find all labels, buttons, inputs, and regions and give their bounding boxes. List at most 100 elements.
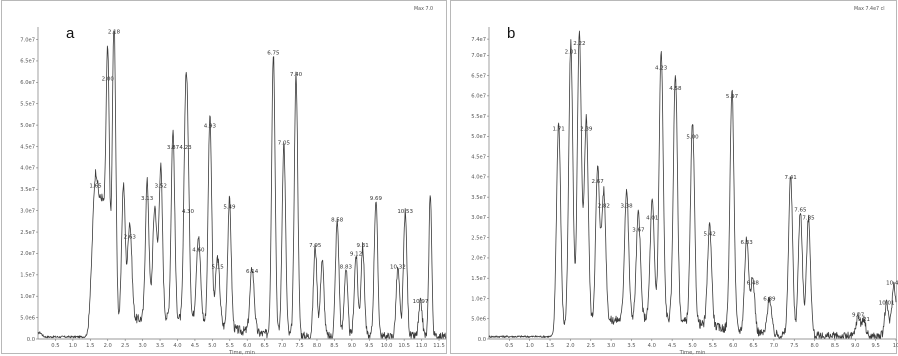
peak-label: 9.21 [858, 317, 870, 323]
peak-label: 2.63 [124, 235, 137, 241]
max-intensity-label: Max 7.0 [414, 6, 433, 12]
peak-label: 5.97 [726, 94, 739, 100]
x-tick-label: 7.0 [278, 343, 286, 349]
x-tick-label: 2.5 [121, 343, 129, 349]
x-tick-label: 8.0 [810, 343, 818, 349]
x-tick-label: 3.0 [138, 343, 146, 349]
chromatogram-panel-a: a Max 7.0 0.0 5.0e6 1.0e7 1.5e7 2.0e7 2.5e7 3.0e… [1, 0, 447, 356]
x-tick-label: 9.0 [348, 343, 356, 349]
y-tick-label: 5.0e7 [20, 123, 35, 129]
x-tick-label: 6.0 [243, 343, 251, 349]
x-tick-label: 1.5 [86, 343, 94, 349]
y-tick-label: 6.0e7 [471, 94, 486, 100]
x-tick-label: 4.5 [668, 343, 676, 349]
peak-label: 9.12 [350, 252, 362, 258]
peak-label: 6.75 [267, 51, 280, 57]
x-tick-label: 1.0 [526, 343, 534, 349]
x-tick-label: 5.5 [226, 343, 234, 349]
peak-label: 5.00 [686, 134, 699, 140]
peak-label: 2.00 [102, 76, 115, 82]
peak-label: 6.14 [246, 269, 259, 275]
x-tick-label: 0.5 [505, 343, 513, 349]
peak-label: 2.82 [598, 203, 610, 209]
y-tick-label: 7.4e7 [471, 37, 486, 43]
peak-label: 3.52 [155, 183, 167, 189]
peak-label: 7.05 [278, 141, 291, 147]
x-tick-label: 5.0 [688, 343, 696, 349]
peak-label: 2.01 [565, 49, 577, 55]
peak-label: 7.95 [309, 243, 322, 249]
x-tick-label: 7.5 [295, 343, 303, 349]
chromatogram-panel-b: b Max 7.4e7 cl 0.0 5.0e6 1.0e7 1.5e7 2.0e7 2.5e… [450, 0, 898, 356]
peak-label: 6.48 [747, 280, 760, 286]
peak-label: 3.67 [632, 228, 645, 234]
peak-label: 6.89 [763, 297, 776, 303]
y-tick-label: 0.0 [27, 337, 35, 343]
x-tick-label: 7.5 [790, 343, 798, 349]
x-tick-label: 1.5 [546, 343, 554, 349]
peak-label: 8.58 [331, 218, 344, 224]
peak-label: 4.23 [655, 66, 668, 72]
peak-label: 3.87 [167, 145, 180, 151]
peak-label: 5.15 [211, 265, 224, 271]
peak-label: 6.33 [741, 240, 754, 246]
y-tick-label: 6.5e7 [20, 59, 35, 65]
y-tick-label: 4.0e7 [20, 166, 35, 172]
y-tick-label: 4.5e7 [471, 154, 486, 160]
chromatogram-trace [37, 30, 447, 339]
x-tick-label: 1.0 [69, 343, 77, 349]
peak-label: 5.42 [703, 232, 715, 238]
panel-label: a [66, 25, 75, 42]
peak-label: 8.83 [340, 265, 353, 271]
peak-label: 7.65 [794, 207, 807, 213]
peak-label: 4.01 [646, 215, 658, 221]
y-tick-label: 6.0e7 [20, 80, 35, 86]
peak-label: 7.85 [802, 215, 815, 221]
x-tick-label: 2.5 [587, 343, 595, 349]
peak-label: 2.39 [580, 126, 593, 132]
peak-label: 3.38 [620, 203, 633, 209]
peak-label: 4.60 [192, 247, 205, 253]
y-tick-label: 3.5e7 [471, 195, 486, 201]
x-tick-label: 2.0 [566, 343, 574, 349]
peak-label: 10.32 [390, 265, 406, 271]
peak-label: 2.22 [573, 41, 585, 47]
peak-label: 10.46 [886, 280, 898, 286]
peak-label: 10.97 [413, 299, 429, 305]
y-tick-label: 2.0e7 [471, 256, 486, 262]
chromatogram-trace [488, 30, 897, 339]
x-tick-label: 9.5 [365, 343, 373, 349]
peak-label: 4.23 [179, 145, 192, 151]
x-tick-label: 3.5 [156, 343, 164, 349]
y-tick-label: 5.5e7 [471, 114, 486, 120]
x-axis-label: Time, min [228, 350, 255, 356]
y-tick-label: 5.0e6 [20, 315, 35, 321]
peak-label: 9.31 [357, 243, 369, 249]
x-tick-label: 4.0 [173, 343, 181, 349]
x-tick-label: 3.0 [607, 343, 615, 349]
y-tick-label: 5.5e7 [20, 102, 35, 108]
peak-label: 2.67 [592, 179, 605, 185]
x-tick-label: 5.0 [208, 343, 216, 349]
x-axis-label: Time, min [679, 350, 706, 356]
peak-label: 1.71 [552, 126, 564, 132]
peak-label: 10.53 [397, 209, 413, 215]
y-tick-label: 1.0e7 [20, 294, 35, 300]
peak-label: 1.65 [89, 183, 102, 189]
x-tick-label: 11.0 [416, 343, 428, 349]
x-tick-label: 0.5 [51, 343, 59, 349]
chromatogram-a: a Max 7.0 0.0 5.0e6 1.0e7 1.5e7 2.0e7 2.5e7 3.0e… [20, 6, 447, 356]
y-tick-label: 7.0e7 [471, 53, 486, 59]
peak-label: 2.18 [108, 29, 121, 35]
y-tick-label: 4.5e7 [20, 144, 35, 150]
x-tick-label: 6.5 [749, 343, 757, 349]
max-intensity-label: Max 7.4e7 cl [854, 6, 885, 12]
x-tick-label: 3.5 [627, 343, 635, 349]
chromatogram-b: b Max 7.4e7 cl 0.0 5.0e6 1.0e7 1.5e7 2.0e7 2.5e… [471, 6, 898, 356]
peak-label: 5.49 [223, 205, 236, 211]
x-tick-label: 4.0 [648, 343, 656, 349]
x-tick-label: 5.5 [709, 343, 717, 349]
y-tick-label: 3.0e7 [20, 208, 35, 214]
x-tick-label: 2.0 [104, 343, 112, 349]
y-tick-label: 5.0e7 [471, 134, 486, 140]
